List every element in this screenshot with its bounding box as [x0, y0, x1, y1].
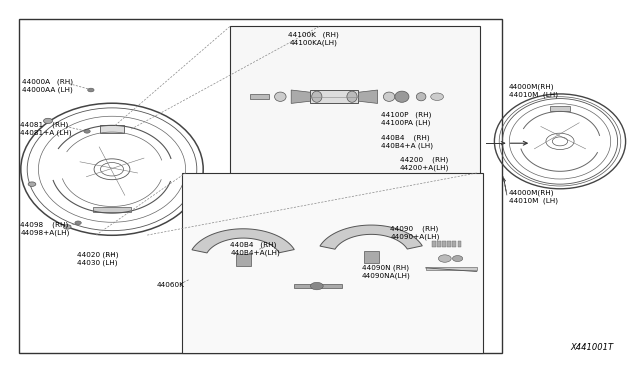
Bar	[250, 94, 269, 99]
Circle shape	[88, 88, 94, 92]
Bar	[432, 241, 436, 247]
Ellipse shape	[347, 91, 357, 102]
Bar	[230, 26, 480, 179]
Text: 44000M(RH)
44010M  (LH): 44000M(RH) 44010M (LH)	[509, 84, 558, 98]
Circle shape	[452, 256, 463, 262]
Circle shape	[84, 129, 90, 133]
Polygon shape	[192, 229, 294, 253]
Text: 44081    (RH)
44081+A (LH): 44081 (RH) 44081+A (LH)	[20, 121, 72, 135]
Text: 44060K: 44060K	[157, 282, 185, 288]
Ellipse shape	[395, 91, 409, 102]
Circle shape	[438, 255, 451, 262]
Bar	[447, 241, 451, 247]
Text: 44000M(RH)
44010M  (LH): 44000M(RH) 44010M (LH)	[509, 190, 558, 204]
Circle shape	[431, 93, 444, 100]
Bar	[458, 241, 461, 247]
Ellipse shape	[383, 92, 395, 101]
Ellipse shape	[275, 92, 286, 101]
Bar	[550, 106, 570, 112]
Bar	[182, 173, 483, 353]
Bar	[364, 251, 379, 263]
Circle shape	[44, 118, 52, 124]
Text: X441001T: X441001T	[570, 343, 613, 352]
Circle shape	[310, 282, 323, 290]
Bar	[310, 90, 358, 103]
Bar	[437, 241, 441, 247]
Text: 44100K   (RH)
44100KA(LH): 44100K (RH) 44100KA(LH)	[288, 32, 339, 46]
Bar	[294, 284, 342, 288]
Bar	[426, 267, 477, 270]
Text: 44000A   (RH)
44000AA (LH): 44000A (RH) 44000AA (LH)	[22, 78, 74, 93]
Bar	[452, 241, 456, 247]
Text: 44200    (RH)
44200+A(LH): 44200 (RH) 44200+A(LH)	[400, 157, 449, 171]
Bar	[236, 254, 251, 266]
Polygon shape	[320, 225, 422, 249]
Bar	[442, 241, 446, 247]
Bar	[19, 19, 502, 353]
Bar	[100, 125, 124, 133]
Ellipse shape	[417, 93, 426, 101]
Text: 44098    (RH)
44098+A(LH): 44098 (RH) 44098+A(LH)	[20, 222, 70, 236]
Text: 440B4   (RH)
440B4+A(LH): 440B4 (RH) 440B4+A(LH)	[230, 242, 280, 256]
Polygon shape	[358, 90, 378, 103]
Text: 440B4    (RH)
440B4+A (LH): 440B4 (RH) 440B4+A (LH)	[381, 134, 433, 148]
Circle shape	[28, 182, 36, 186]
Text: 44020 (RH)
44030 (LH): 44020 (RH) 44030 (LH)	[77, 251, 118, 266]
Text: 44090    (RH)
44090+A(LH): 44090 (RH) 44090+A(LH)	[390, 225, 440, 240]
Ellipse shape	[312, 91, 322, 102]
Circle shape	[75, 221, 81, 225]
Text: 44090N (RH)
44090NA(LH): 44090N (RH) 44090NA(LH)	[362, 264, 410, 279]
Circle shape	[63, 225, 71, 229]
Text: 44100P   (RH)
44100PA (LH): 44100P (RH) 44100PA (LH)	[381, 112, 431, 126]
Polygon shape	[291, 90, 310, 103]
Bar	[93, 207, 131, 212]
